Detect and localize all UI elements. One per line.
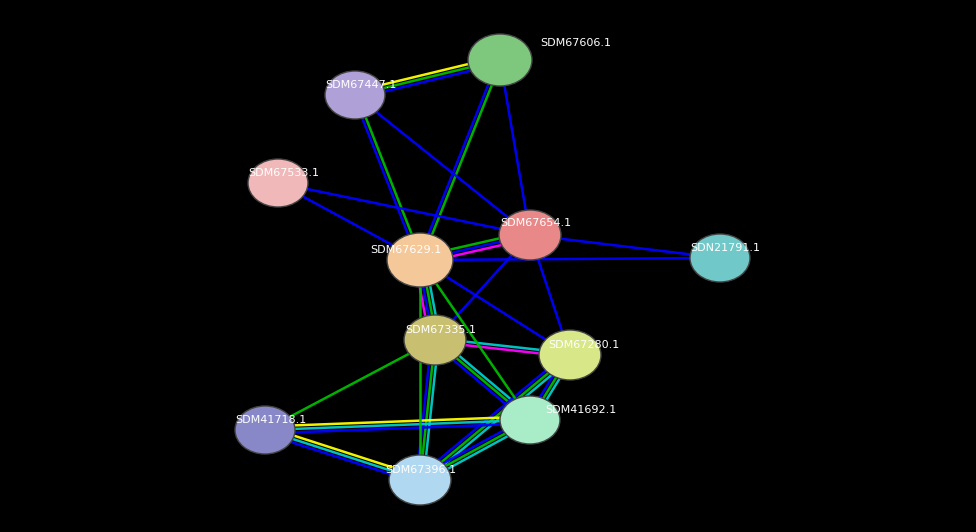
Text: SDM41692.1: SDM41692.1 xyxy=(545,405,616,415)
Ellipse shape xyxy=(539,330,601,380)
Ellipse shape xyxy=(235,406,295,454)
Text: SDM41718.1: SDM41718.1 xyxy=(235,415,306,425)
Ellipse shape xyxy=(389,455,451,505)
Text: SDM67606.1: SDM67606.1 xyxy=(540,38,611,48)
Text: SDN21791.1: SDN21791.1 xyxy=(690,243,760,253)
Text: SDM67447.1: SDM67447.1 xyxy=(325,80,396,90)
Ellipse shape xyxy=(499,210,561,260)
Ellipse shape xyxy=(500,396,560,444)
Text: SDM67629.1: SDM67629.1 xyxy=(370,245,441,255)
Ellipse shape xyxy=(404,315,466,365)
Ellipse shape xyxy=(690,234,750,282)
Text: SDM67654.1: SDM67654.1 xyxy=(500,218,571,228)
Ellipse shape xyxy=(325,71,385,119)
Text: SDM67533.1: SDM67533.1 xyxy=(248,168,319,178)
Text: SDM67396.1: SDM67396.1 xyxy=(385,465,456,475)
Ellipse shape xyxy=(387,233,453,287)
Text: SDM67335.1: SDM67335.1 xyxy=(405,325,476,335)
Text: SDM67280.1: SDM67280.1 xyxy=(548,340,619,350)
Ellipse shape xyxy=(468,34,532,86)
Ellipse shape xyxy=(248,159,308,207)
